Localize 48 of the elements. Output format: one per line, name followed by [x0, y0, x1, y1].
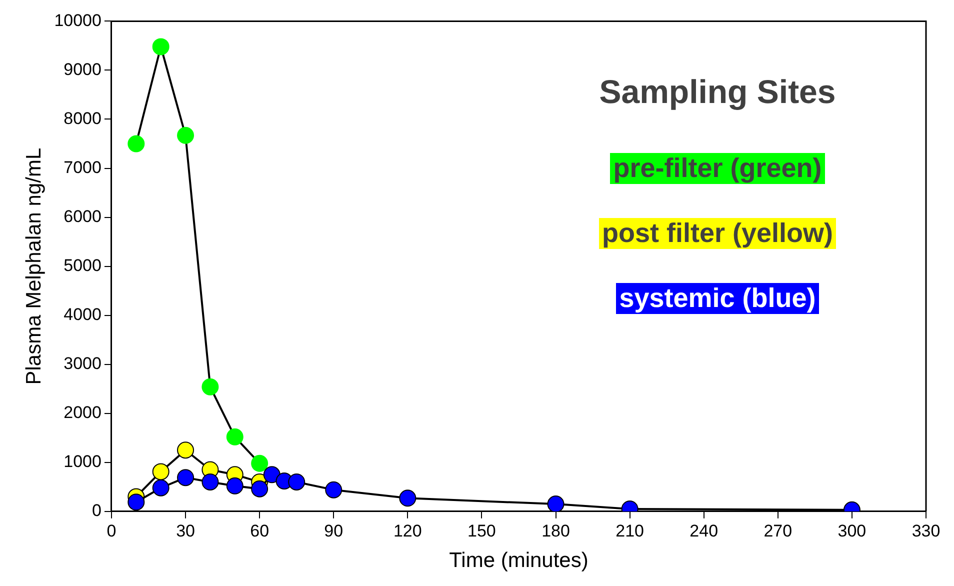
point [152, 463, 170, 480]
legend-title: Sampling Sites [599, 73, 836, 111]
point [152, 479, 170, 496]
x-tick-label: 30 [176, 521, 195, 540]
y-axis-title: Plasma Melphalan ng/mL [22, 148, 46, 385]
y-tick-label: 6000 [64, 206, 102, 226]
y-tick-label: 5000 [64, 256, 102, 275]
y-tick-label: 1000 [64, 452, 102, 472]
point [202, 378, 219, 396]
x-tick-label: 240 [690, 521, 718, 540]
point [177, 126, 194, 144]
point [325, 481, 342, 498]
x-tick-label: 270 [764, 521, 792, 540]
y-tick-label: 10000 [54, 10, 102, 30]
y-tick-label: 8000 [64, 108, 102, 128]
point [128, 135, 145, 152]
point [288, 473, 306, 490]
y-tick-label: 7000 [64, 158, 102, 177]
point [226, 428, 244, 446]
point [202, 473, 219, 490]
x-tick-label: 300 [838, 521, 866, 540]
x-tick-label: 90 [324, 521, 344, 540]
point [399, 490, 416, 507]
point [263, 466, 280, 484]
x-tick-label: 210 [616, 521, 644, 540]
text: systemic (blue) [616, 283, 819, 314]
y-tick-label: 3000 [64, 354, 102, 374]
x-tick-label: 60 [250, 521, 270, 540]
x-axis-title: Time (minutes) [449, 549, 588, 572]
point [128, 494, 145, 511]
point [251, 480, 268, 498]
point [152, 38, 170, 56]
point [547, 496, 564, 512]
point [177, 442, 194, 459]
y-tick-label: 2000 [64, 403, 102, 422]
x-tick-label: 330 [912, 521, 940, 540]
x-tick-label: 180 [542, 521, 570, 540]
y-tick-label: 4000 [64, 305, 102, 324]
x-tick-label: 0 [106, 521, 116, 540]
x-tick-label: 120 [393, 521, 422, 540]
text: pre-filter (green) [610, 153, 825, 184]
x-tick-label: 150 [468, 521, 496, 540]
point [226, 477, 244, 494]
text: post filter (yellow) [598, 218, 836, 249]
point [177, 469, 194, 486]
y-tick-label: 9000 [64, 60, 102, 79]
y-tick-label: 0 [92, 501, 102, 520]
point [251, 454, 268, 472]
